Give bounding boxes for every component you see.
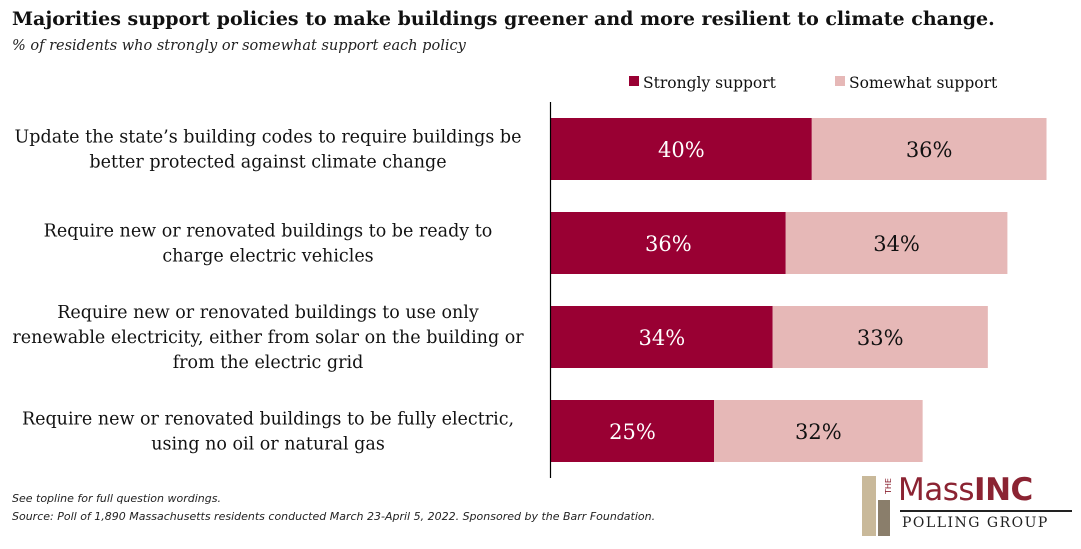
value-label-strongly-2: 36% <box>645 232 692 256</box>
category-label-3-line-1: Require new or renovated buildings to us… <box>57 303 479 323</box>
legend-swatch-somewhat <box>835 76 845 86</box>
category-label-1-line-2: better protected against climate change <box>89 153 446 173</box>
chart-title: Majorities support policies to make buil… <box>12 8 995 30</box>
value-label-strongly-3: 34% <box>638 326 685 350</box>
category-label-2-line-2: charge electric vehicles <box>162 247 373 267</box>
logo-bar-light <box>862 476 876 536</box>
value-label-somewhat-3: 33% <box>857 326 904 350</box>
value-label-somewhat-1: 36% <box>906 138 953 162</box>
value-label-strongly-1: 40% <box>658 138 705 162</box>
chart-subtitle: % of residents who strongly or somewhat … <box>12 38 466 54</box>
category-label-3-line-3: from the electric grid <box>173 353 364 373</box>
category-label-1-line-1: Update the state’s building codes to req… <box>15 128 522 148</box>
value-label-somewhat-4: 32% <box>795 420 842 444</box>
category-label-4-line-2: using no oil or natural gas <box>151 435 385 455</box>
value-label-somewhat-2: 34% <box>873 232 920 256</box>
legend-swatch-strongly <box>629 76 639 86</box>
bar-strongly-4 <box>551 400 714 462</box>
category-label-3-line-2: renewable electricity, either from solar… <box>12 328 524 348</box>
logo-bar-dark <box>878 500 890 536</box>
logo-polling-group-text: POLLING GROUP <box>902 515 1049 531</box>
value-label-strongly-4: 25% <box>609 420 656 444</box>
massinc-logo: THE MassINC POLLING GROUP <box>862 472 1074 540</box>
bar-strongly-2 <box>551 212 786 274</box>
bar-somewhat-1 <box>811 118 1047 180</box>
bar-strongly-3 <box>551 306 773 368</box>
footnote-wording: See topline for full question wordings. <box>12 492 221 505</box>
category-label-2-line-1: Require new or renovated buildings to be… <box>44 222 493 242</box>
category-label-4-line-1: Require new or renovated buildings to be… <box>22 410 514 430</box>
footnote-source: Source: Poll of 1,890 Massachusetts resi… <box>12 510 656 523</box>
logo-massinc-text: MassINC <box>898 472 1033 508</box>
bar-somewhat-2 <box>785 212 1008 274</box>
logo-rule <box>900 510 1072 512</box>
legend-label-strongly: Strongly support <box>643 74 777 92</box>
legend-label-somewhat: Somewhat support <box>849 74 998 92</box>
bar-somewhat-3 <box>772 306 988 368</box>
bar-somewhat-4 <box>714 400 923 462</box>
logo-the-text: THE <box>884 478 893 494</box>
bar-strongly-1 <box>551 118 812 180</box>
